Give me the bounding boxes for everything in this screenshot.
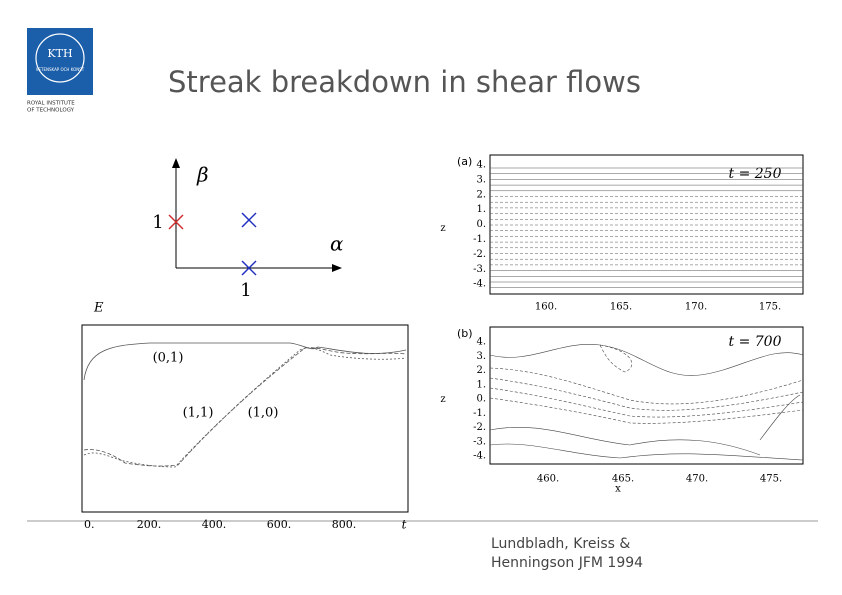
axis-label: α xyxy=(330,232,344,256)
x-tick-label: 600. xyxy=(267,518,292,531)
panel-label: (a) xyxy=(457,155,472,168)
tick-label: 1 xyxy=(240,280,251,301)
z-tick-label: -3. xyxy=(473,264,486,275)
x-tick-label: 465. xyxy=(612,474,634,485)
mode-marker xyxy=(168,214,184,230)
axis-label: z xyxy=(440,223,445,234)
x-tick-label: 165. xyxy=(610,302,632,313)
axis-label: t xyxy=(402,518,407,532)
x-tick-label: 175. xyxy=(759,302,781,313)
z-tick-label: 4. xyxy=(476,337,486,348)
z-tick-label: -3. xyxy=(473,436,486,447)
z-tick-label: 2. xyxy=(476,189,486,200)
x-tick-label: 0. xyxy=(84,518,95,531)
z-tick-label: -1. xyxy=(473,234,486,245)
energy-curves xyxy=(83,342,407,468)
z-tick-label: 0. xyxy=(476,394,486,405)
z-tick-label: 1. xyxy=(476,379,486,390)
logo-institute: ROYAL INSTITUTE xyxy=(27,101,75,107)
x-tick-label: 470. xyxy=(686,474,708,485)
arrow xyxy=(332,264,342,272)
z-tick-label: 3. xyxy=(476,351,486,362)
z-tick-label: -2. xyxy=(473,249,486,260)
z-tick-label: 2. xyxy=(476,365,486,376)
x-tick-label: 460. xyxy=(537,474,559,485)
mode-marker xyxy=(241,212,257,228)
logo-name: KTH xyxy=(47,47,72,60)
time-label: t = 700 xyxy=(729,334,782,350)
arrow xyxy=(172,158,180,168)
x-tick-label: 200. xyxy=(137,518,162,531)
z-tick-label: -1. xyxy=(473,408,486,419)
x-tick-label: 160. xyxy=(535,302,557,313)
tick-label: 1 xyxy=(152,212,163,233)
axis-label: E xyxy=(93,301,104,316)
axis-label: x xyxy=(615,484,621,495)
x-tick-label: 170. xyxy=(685,302,707,313)
curve-label: (0,1) xyxy=(153,351,184,366)
panel-frame xyxy=(489,326,804,465)
z-tick-label: -4. xyxy=(473,279,486,290)
citation: Lundbladh, Kreiss & xyxy=(491,536,630,552)
citation: Henningson JFM 1994 xyxy=(491,555,643,571)
curve-label: (1,1) xyxy=(183,406,214,421)
logo-institute: OF TECHNOLOGY xyxy=(27,108,75,114)
x-tick-label: 475. xyxy=(760,474,782,485)
z-tick-label: 0. xyxy=(476,219,486,230)
z-tick-label: 1. xyxy=(476,204,486,215)
energy-frame xyxy=(81,324,409,513)
panel-b-contours xyxy=(489,344,804,461)
panel-label: (b) xyxy=(457,327,473,340)
time-label: t = 250 xyxy=(729,166,782,182)
slide-title: Streak breakdown in shear flows xyxy=(168,65,641,99)
logo-box xyxy=(27,28,93,95)
x-tick-label: 400. xyxy=(202,518,227,531)
logo-motto: VETENSKAP OCH KONST xyxy=(36,67,85,72)
x-tick-label: 800. xyxy=(332,518,357,531)
panel-frame xyxy=(489,154,804,295)
z-tick-label: -4. xyxy=(473,451,486,462)
mode-marker xyxy=(241,260,257,276)
logo-ring xyxy=(35,33,85,83)
z-tick-label: 4. xyxy=(476,160,486,171)
z-tick-label: -2. xyxy=(473,422,486,433)
curve-label: (1,0) xyxy=(248,406,279,421)
axis-label: z xyxy=(440,394,445,405)
z-tick-label: 3. xyxy=(476,174,486,185)
axis-label: β xyxy=(196,163,209,187)
